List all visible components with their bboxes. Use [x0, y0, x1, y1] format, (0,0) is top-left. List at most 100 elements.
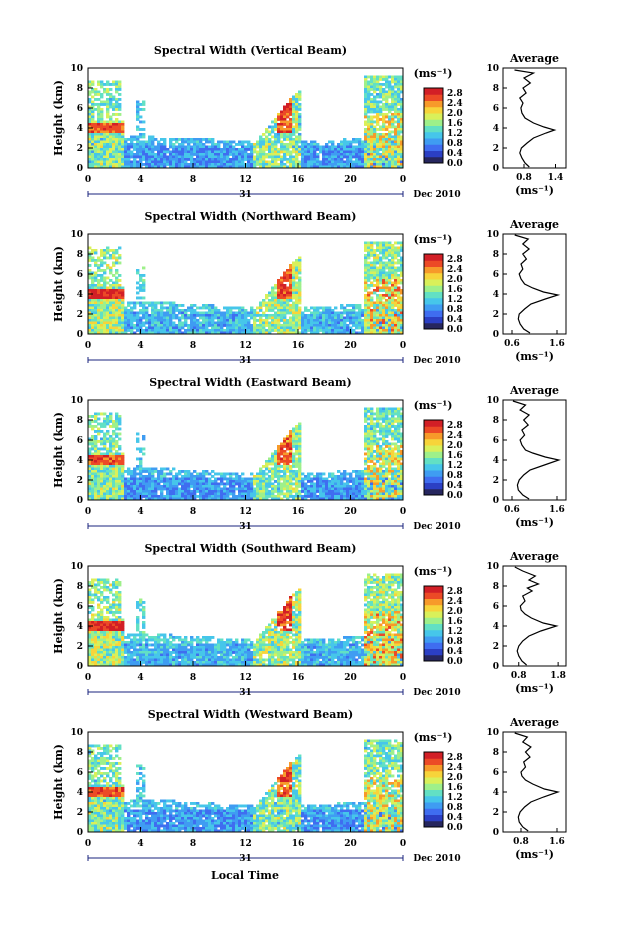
colorbar-tick-label: 0.8 [447, 305, 463, 315]
panel-1: Spectral Width (Vertical Beam) Height (km… [52, 44, 567, 200]
colorbar-frame [423, 253, 444, 330]
average-y-tick-label: 6 [493, 270, 499, 280]
y-axis-label: Height (km) [52, 578, 65, 654]
colorbar-swatch [424, 654, 443, 662]
date-label: Dec 2010 [413, 854, 460, 864]
y-tick-label: 4 [77, 622, 83, 632]
average-y-tick-label: 6 [493, 602, 499, 612]
colorbar-swatch [424, 322, 443, 330]
average-x-label: (ms⁻¹) [515, 184, 554, 197]
average-y-tick-label: 10 [486, 230, 499, 240]
y-tick-label: 4 [77, 788, 83, 798]
x-tick-label: 16 [292, 175, 305, 185]
y-tick-label: 2 [77, 310, 83, 320]
colorbar-swatch [424, 758, 443, 765]
heatmap-cells [88, 75, 404, 169]
colorbar-swatch [424, 94, 443, 101]
colorbar-swatch [424, 617, 443, 624]
average-x-tick-label: 0.6 [504, 339, 520, 349]
y-tick-label: 8 [77, 84, 83, 94]
colorbar-swatch [424, 144, 443, 151]
average-title: Average [509, 52, 559, 65]
date-label: Dec 2010 [413, 356, 460, 366]
colorbar-tick-label: 2.8 [447, 753, 463, 763]
heatmap-cells [88, 739, 404, 833]
colorbar-tick-label: 1.6 [447, 451, 463, 461]
colorbar-tick-label: 2.0 [447, 275, 463, 285]
x-tick-label: 4 [137, 175, 143, 185]
colorbar-tick-label: 2.0 [447, 441, 463, 451]
heatmap-cells [88, 407, 404, 501]
colorbar-swatch [424, 611, 443, 618]
colorbar-tick-label: 0.4 [447, 647, 463, 657]
average-x-tick-label: 1.6 [549, 505, 565, 515]
y-tick-label: 0 [77, 496, 83, 506]
colorbar-swatch [424, 420, 443, 427]
x-tick-label: 20 [344, 175, 357, 185]
colorbar-tick-label: 2.8 [447, 421, 463, 431]
colorbar-unit: (ms⁻¹) [414, 399, 453, 412]
colorbar-swatch [424, 802, 443, 809]
colorbar-tick-label: 1.6 [447, 617, 463, 627]
colorbar-swatch [424, 438, 443, 446]
average-profile-line [514, 732, 561, 832]
average-y-tick-label: 0 [493, 164, 499, 174]
colorbar-tick-label: 1.2 [447, 793, 463, 803]
panel-title: Spectral Width (Westward Beam) [148, 708, 353, 721]
y-tick-label: 2 [77, 144, 83, 154]
average-y-tick-label: 2 [493, 476, 499, 486]
average-profile-line [514, 234, 561, 334]
x-tick-label: 0 [400, 839, 406, 849]
colorbar-swatch [424, 488, 443, 496]
average-y-tick-label: 2 [493, 144, 499, 154]
x-tick-label: 0 [400, 673, 406, 683]
y-tick-label: 0 [77, 330, 83, 340]
average-profile: Average 0 2 4 6 8 10 0.8 1.6(ms⁻¹) [486, 716, 567, 861]
colorbar-tick-label: 2.8 [447, 89, 463, 99]
panel-2: Spectral Width (Northward Beam) Height (k… [52, 210, 567, 366]
average-x-tick-label: 1.4 [548, 173, 564, 183]
colorbar-swatch [424, 125, 443, 133]
colorbar-tick-label: 1.2 [447, 627, 463, 637]
colorbar-swatch [424, 113, 443, 120]
x-axis-label: Local Time [211, 869, 279, 882]
colorbar-swatch [424, 119, 443, 126]
average-frame [502, 67, 567, 169]
x-tick-label: 4 [137, 673, 143, 683]
colorbar-swatch [424, 636, 443, 643]
colorbar-tick-label: 0.0 [447, 491, 463, 501]
date-day-label: 31 [239, 522, 252, 532]
y-axis-label: Height (km) [52, 744, 65, 820]
average-title: Average [509, 550, 559, 563]
colorbar-tick-label: 0.0 [447, 657, 463, 667]
colorbar-swatch [424, 451, 443, 458]
colorbar-swatch [424, 156, 443, 164]
colorbar-tick-label: 2.4 [447, 597, 463, 607]
colorbar-swatch [424, 285, 443, 292]
colorbar-swatch [424, 470, 443, 477]
y-tick-label: 8 [77, 748, 83, 758]
average-frame [502, 565, 567, 667]
y-tick-label: 0 [77, 662, 83, 672]
average-y-tick-label: 4 [493, 456, 499, 466]
y-tick-label: 2 [77, 476, 83, 486]
x-tick-label: 4 [137, 507, 143, 517]
y-tick-label: 8 [77, 416, 83, 426]
average-y-tick-label: 0 [493, 330, 499, 340]
x-tick-label: 12 [239, 175, 252, 185]
average-y-tick-label: 4 [493, 788, 499, 798]
x-tick-label: 8 [190, 673, 196, 683]
colorbar-tick-label: 0.8 [447, 637, 463, 647]
average-x-tick-label: 0.8 [513, 837, 529, 847]
x-tick-label: 8 [190, 341, 196, 351]
average-x-label: (ms⁻¹) [515, 516, 554, 529]
colorbar-swatch [424, 586, 443, 593]
colorbar-swatch [424, 266, 443, 274]
colorbar-frame [423, 751, 444, 828]
y-tick-label: 10 [70, 396, 83, 406]
date-day-label: 31 [239, 190, 252, 200]
average-x-tick-label: 1.6 [549, 837, 565, 847]
colorbar-tick-label: 0.0 [447, 325, 463, 335]
colorbar-tick-label: 1.6 [447, 783, 463, 793]
x-tick-label: 4 [137, 341, 143, 351]
